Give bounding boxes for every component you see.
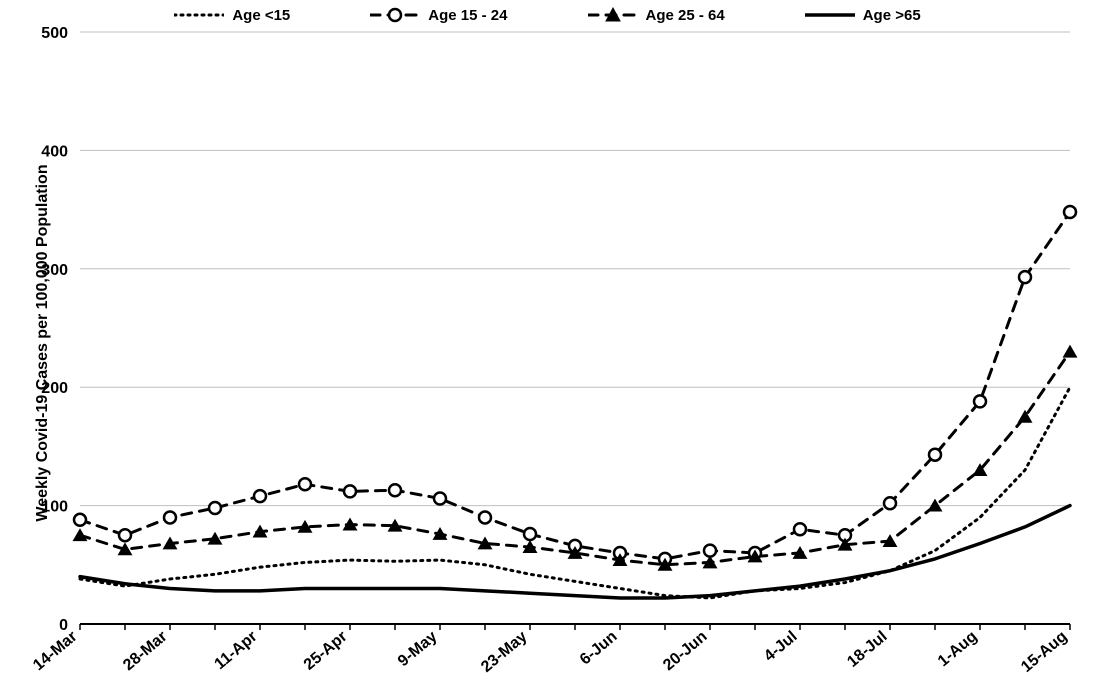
- marker-age_15_24: [794, 523, 806, 535]
- marker-age_15_24: [479, 511, 491, 523]
- marker-age_15_24: [164, 511, 176, 523]
- marker-age_15_24: [254, 490, 266, 502]
- marker-age_15_24: [929, 449, 941, 461]
- marker-age_15_24: [299, 478, 311, 490]
- legend-item-age-gt65: Age >65: [805, 5, 921, 25]
- marker-age_25_64: [1063, 346, 1076, 357]
- marker-age_15_24: [344, 485, 356, 497]
- x-tick-label: 4-Jul: [761, 628, 801, 665]
- marker-age_15_24: [389, 484, 401, 496]
- marker-age_15_24: [74, 514, 86, 526]
- legend-label: Age 15 - 24: [428, 7, 507, 24]
- x-tick-label: 18-Jul: [844, 628, 890, 671]
- marker-age_15_24: [434, 492, 446, 504]
- marker-age_15_24: [974, 395, 986, 407]
- legend-item-age-15-24: Age 15 - 24: [370, 5, 507, 25]
- legend-label: Age >65: [863, 7, 921, 24]
- y-axis-title: Weekly Covid-19 Cases per 100,000 Popula…: [34, 164, 52, 521]
- marker-age_15_24: [1019, 271, 1031, 283]
- x-tick-label: 9-May: [395, 628, 441, 670]
- marker-age_15_24: [119, 529, 131, 541]
- marker-age_15_24: [1064, 206, 1076, 218]
- legend: Age <15 Age 15 - 24 Age 25 - 64: [0, 0, 1095, 30]
- chart-container: Age <15 Age 15 - 24 Age 25 - 64: [0, 0, 1095, 686]
- marker-age_15_24: [884, 497, 896, 509]
- series-line-age_25_64: [80, 352, 1070, 565]
- x-tick-label: 23-May: [478, 628, 531, 676]
- legend-item-age-25-64: Age 25 - 64: [588, 5, 725, 25]
- x-tick-label: 14-Mar: [30, 628, 80, 674]
- legend-swatch-age-gt65: [805, 5, 855, 25]
- chart-svg: 010020030040050014-Mar28-Mar11-Apr25-Apr…: [0, 0, 1095, 686]
- legend-item-age-lt15: Age <15: [174, 5, 290, 25]
- x-tick-label: 25-Apr: [301, 628, 351, 674]
- y-tick-label: 400: [41, 143, 68, 160]
- legend-swatch-age-15-24: [370, 5, 420, 25]
- x-tick-label: 15-Aug: [1018, 628, 1070, 676]
- legend-label: Age 25 - 64: [646, 7, 725, 24]
- series-line-age_lt15: [80, 387, 1070, 598]
- marker-age_15_24: [524, 528, 536, 540]
- x-tick-label: 11-Apr: [211, 628, 260, 673]
- marker-age_25_64: [73, 529, 86, 540]
- x-tick-label: 20-Jun: [660, 628, 710, 674]
- legend-label: Age <15: [232, 7, 290, 24]
- marker-age_15_24: [209, 502, 221, 514]
- series-line-age_15_24: [80, 212, 1070, 559]
- x-tick-label: 28-Mar: [120, 628, 170, 674]
- legend-swatch-age-lt15: [174, 5, 224, 25]
- marker-age_15_24: [704, 545, 716, 557]
- x-tick-label: 1-Aug: [935, 628, 981, 670]
- legend-swatch-age-25-64: [588, 5, 638, 25]
- x-tick-label: 6-Jun: [577, 628, 621, 668]
